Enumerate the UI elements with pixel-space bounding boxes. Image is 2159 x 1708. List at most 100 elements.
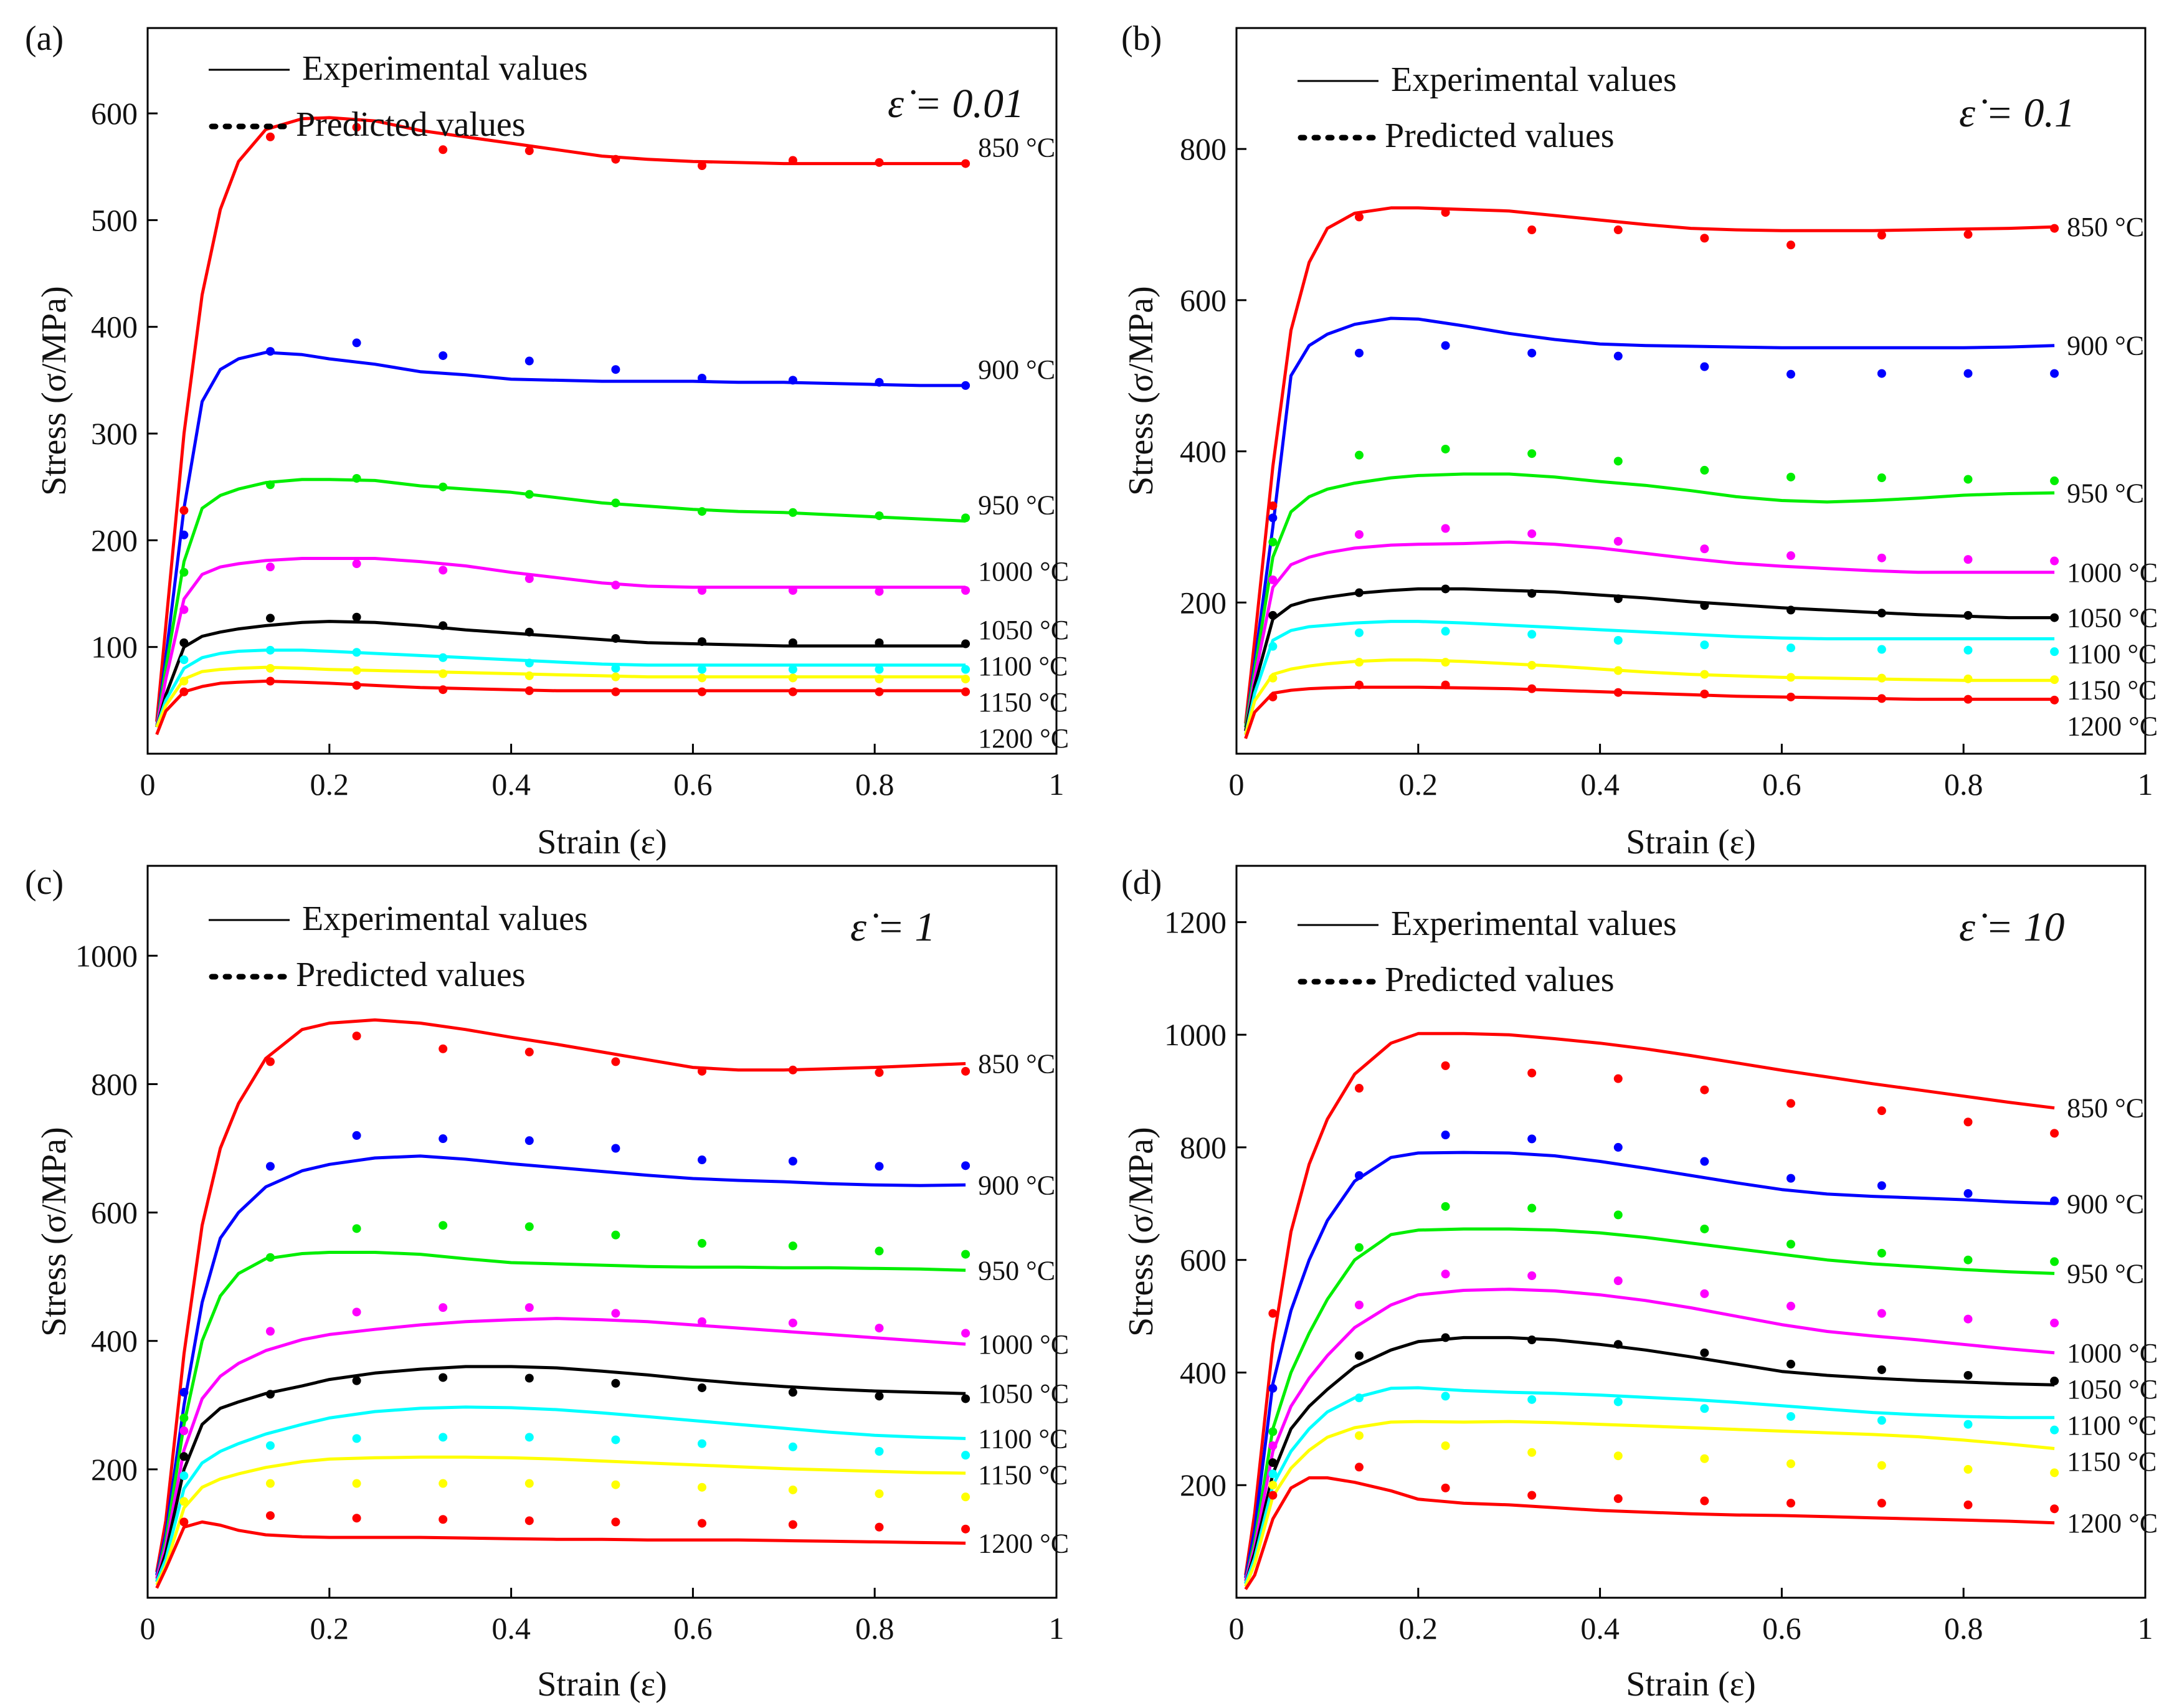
predicted-point [265, 1441, 275, 1450]
predicted-point [1527, 661, 1537, 670]
curve-label: 950 °C [978, 1255, 1055, 1286]
curve-label: 1050 °C [2067, 1374, 2158, 1405]
predicted-point [1527, 529, 1537, 538]
experimental-line [155, 1251, 966, 1579]
x-tick-label: 1 [2138, 767, 2153, 802]
chart-panel-b: (b) 0 0.2 0.4 0.6 0.8 1 200 400 600 800 850 °C 900… [1121, 19, 2158, 861]
predicted-point [611, 1378, 620, 1388]
predicted-point [1613, 536, 1623, 546]
predicted-point [697, 665, 706, 674]
predicted-point [524, 627, 534, 637]
axis-ticks: 0 0.2 0.4 0.6 0.8 1 100 200 300 400 500 600 [91, 96, 1065, 802]
predicted-point [524, 1374, 534, 1383]
experimental-line [1244, 685, 2055, 739]
predicted-point [352, 1514, 361, 1523]
predicted-point [1354, 348, 1364, 358]
predicted-point [352, 612, 361, 622]
series-lines [155, 1018, 966, 1589]
predicted-point [2050, 675, 2059, 685]
curve-label: 1050 °C [2067, 603, 2158, 633]
predicted-point [788, 1318, 797, 1327]
predicted-point [2050, 1377, 2059, 1386]
predicted-point [439, 621, 448, 630]
predicted-point [2050, 1129, 2059, 1138]
y-tick-label: 200 [1180, 585, 1227, 620]
predicted-point [697, 637, 706, 647]
predicted-point [788, 665, 797, 674]
predicted-point [1963, 1314, 1973, 1324]
chart-panel-a: (a) 0 0.2 0.4 0.6 0.8 1 100 200 300 400 500 600 850… [25, 19, 1069, 861]
x-tick-label: 0.4 [491, 767, 531, 802]
predicted-point [2050, 647, 2059, 657]
legend: Experimental values Predicted values [1298, 904, 1677, 999]
strain-rate-label: ε̇ = 1 [850, 904, 936, 950]
strain-rate-label: ε̇ = 0.01 [888, 81, 1024, 126]
predicted-point [2050, 613, 2059, 622]
predicted-point [1963, 1255, 1973, 1264]
predicted-point [875, 587, 884, 596]
predicted-point [1963, 230, 1973, 239]
predicted-point [611, 633, 620, 643]
experimental-line [155, 1520, 966, 1589]
curve-label: 1000 °C [2067, 1338, 2158, 1369]
predicted-point [788, 687, 797, 696]
curve-label: 1200 °C [978, 723, 1069, 754]
curve-label: 900 °C [978, 1170, 1055, 1200]
predicted-point [352, 559, 361, 569]
axis-ticks: 0 0.2 0.4 0.6 0.8 1 200 400 600 800 1000 [75, 938, 1065, 1646]
predicted-point [611, 1057, 620, 1066]
predicted-point [961, 1451, 970, 1460]
predicted-point [1268, 1309, 1278, 1318]
predicted-point [1786, 1359, 1795, 1369]
curve-label: 950 °C [2067, 1258, 2144, 1289]
legend-predicted: Predicted values [296, 956, 526, 994]
predicted-point [1613, 457, 1623, 466]
predicted-point [1613, 225, 1623, 235]
predicted-point [1613, 688, 1623, 697]
x-tick-label: 0.6 [673, 1611, 713, 1646]
y-tick-label: 600 [1180, 1243, 1227, 1278]
predicted-point [961, 1394, 970, 1403]
predicted-point [1786, 472, 1795, 482]
experimental-line [1244, 1386, 2055, 1585]
predicted-point [439, 653, 448, 662]
predicted-point [352, 1307, 361, 1317]
legend-experimental: Experimental values [1391, 904, 1677, 943]
predicted-point [179, 1452, 189, 1461]
predicted-point [1441, 1441, 1450, 1450]
predicted-point [1268, 1441, 1278, 1450]
x-tick-label: 0.6 [1762, 767, 1801, 802]
predicted-point [524, 686, 534, 695]
predicted-point [179, 655, 189, 665]
predicted-point [1527, 449, 1537, 458]
predicted-point [1527, 1134, 1537, 1144]
predicted-point [1700, 544, 1709, 554]
predicted-point [1354, 1431, 1364, 1440]
predicted-point [788, 1442, 797, 1451]
predicted-point [1354, 1301, 1364, 1309]
predicted-point [1877, 645, 1886, 654]
curve-label: 1150 °C [978, 1459, 1068, 1490]
curve-label: 850 °C [978, 1048, 1055, 1079]
predicted-point [961, 159, 970, 168]
y-tick-label: 400 [1180, 434, 1227, 469]
predicted-point [1700, 1454, 1709, 1463]
predicted-point [1268, 1383, 1278, 1393]
predicted-point [439, 1044, 448, 1053]
predicted-point [611, 1309, 620, 1318]
predicted-point [439, 1479, 448, 1488]
predicted-point [1963, 1500, 1973, 1509]
predicted-point [1613, 1142, 1623, 1152]
predicted-point [2050, 476, 2059, 485]
experimental-line [155, 557, 966, 728]
predicted-point [265, 132, 275, 141]
predicted-point [1700, 465, 1709, 475]
predicted-point [524, 658, 534, 668]
predicted-point [1786, 605, 1795, 615]
predicted-point [1786, 643, 1795, 653]
predicted-point [875, 1246, 884, 1256]
y-tick-label: 1000 [1164, 1017, 1227, 1052]
predicted-point [265, 1511, 275, 1521]
predicted-point [179, 676, 189, 686]
predicted-point [265, 480, 275, 490]
